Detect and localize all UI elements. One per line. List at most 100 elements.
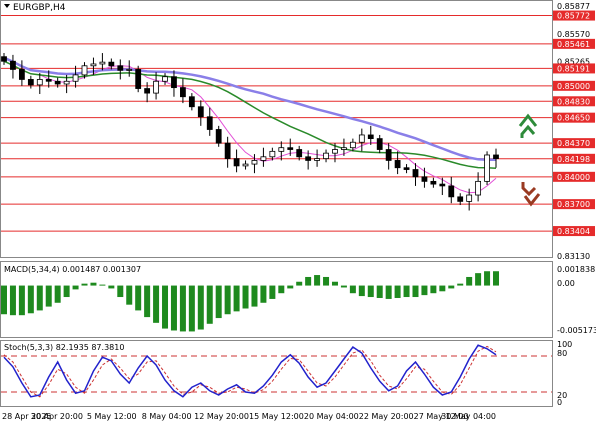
candle: [153, 72, 159, 100]
double-chevron-up-icon: [518, 113, 538, 138]
time-axis-label: 15 May 12:00: [249, 412, 304, 421]
macd-bar: [126, 285, 133, 305]
ma-blue-line: [3, 56, 496, 161]
macd-bar: [305, 276, 312, 286]
candle-body: [260, 156, 267, 161]
price-tag: [553, 38, 595, 49]
time-axis-label: 5 May 12:00: [87, 412, 137, 421]
macd-bar: [314, 275, 321, 286]
candle: [430, 177, 437, 188]
candle-body: [18, 69, 25, 80]
ma-pink-line: [3, 60, 497, 194]
macd-bar: [484, 271, 491, 286]
candle: [54, 77, 61, 88]
price-axis-label: 0.85265: [557, 58, 590, 67]
macd-bar: [188, 285, 195, 332]
macd-bar: [206, 285, 213, 324]
macd-bar: [27, 285, 34, 314]
macd-bar: [54, 285, 61, 303]
macd-axis-bottom: -0.005173: [557, 326, 596, 335]
candle-body: [81, 65, 88, 76]
candle-body: [269, 150, 276, 158]
candle: [215, 125, 222, 147]
macd-bar: [358, 285, 365, 297]
candle: [206, 107, 213, 136]
price-tag: [553, 63, 595, 74]
candle: [332, 143, 338, 163]
price-axis-label: 0.84650: [557, 114, 590, 123]
candle-body: [36, 79, 43, 86]
candle-body: [126, 69, 133, 71]
price-axis-label: 0.83130: [557, 252, 590, 261]
macd-bar: [251, 285, 258, 307]
price-panel-frame: [0, 0, 553, 258]
candle-body: [99, 61, 106, 65]
candle: [45, 70, 52, 88]
candle: [144, 82, 151, 103]
candle: [1, 53, 7, 65]
candle: [108, 58, 115, 70]
candle: [260, 147, 267, 167]
candle: [10, 54, 16, 79]
candle: [394, 151, 401, 175]
candle: [126, 60, 133, 77]
candle: [90, 57, 97, 75]
candle: [72, 65, 79, 88]
stoch-main-line: [3, 344, 497, 398]
price-tag: [553, 199, 595, 210]
triangle-down-icon[interactable]: [4, 4, 10, 8]
candle: [341, 138, 347, 156]
candle: [171, 70, 177, 97]
price-axis-label: 0.85570: [557, 30, 590, 39]
price-axis-label: 0.85000: [557, 82, 590, 91]
macd-bar: [430, 285, 437, 294]
double-chevron-down-icon: [521, 182, 541, 207]
time-axis-label: 28 Apr 2025: [2, 412, 51, 421]
candle-body: [224, 142, 231, 160]
price-axis-label: 0.85772: [557, 12, 590, 21]
candle: [305, 150, 312, 170]
candle-body: [403, 167, 410, 170]
candle-body: [215, 129, 222, 144]
macd-axis-top: 0.001838: [557, 265, 595, 274]
price-tag: [553, 138, 595, 149]
macd-bar: [493, 271, 499, 286]
candle-body: [188, 96, 195, 108]
candle: [99, 53, 106, 71]
macd-bar: [170, 285, 177, 331]
price-axis-label: 0.85191: [557, 64, 590, 73]
macd-bar: [45, 285, 52, 307]
macd-bar: [144, 285, 151, 318]
time-axis-label: 30 Apr 20:00: [31, 412, 83, 421]
candle: [242, 160, 249, 170]
candle-body: [296, 149, 303, 158]
macd-bar: [421, 285, 428, 296]
macd-axis-zero: 0.00: [557, 279, 575, 288]
candle: [448, 176, 455, 204]
candle-body: [484, 154, 490, 182]
candlesticks: [1, 53, 499, 211]
macd-bar: [81, 283, 88, 286]
candle-body: [1, 56, 7, 62]
stoch-axis-20: 20: [557, 391, 567, 400]
candle-body: [206, 116, 213, 130]
candle-body: [475, 180, 482, 196]
candle: [439, 177, 446, 196]
time-axis-label: 27 May 12:00: [414, 412, 469, 421]
price-axis-label: 0.85877: [557, 2, 590, 11]
macd-bar: [331, 281, 338, 286]
macd-bar: [1, 285, 7, 315]
stoch-axis-0: 0: [557, 398, 562, 407]
candle-body: [108, 61, 115, 67]
symbol-label: EURGBP,H4: [13, 3, 66, 13]
macd-bar: [385, 285, 392, 299]
macd-bar: [448, 285, 455, 289]
candle: [287, 138, 294, 156]
candle-body: [341, 147, 347, 150]
candle-body: [54, 80, 61, 85]
candle-body: [358, 134, 365, 143]
